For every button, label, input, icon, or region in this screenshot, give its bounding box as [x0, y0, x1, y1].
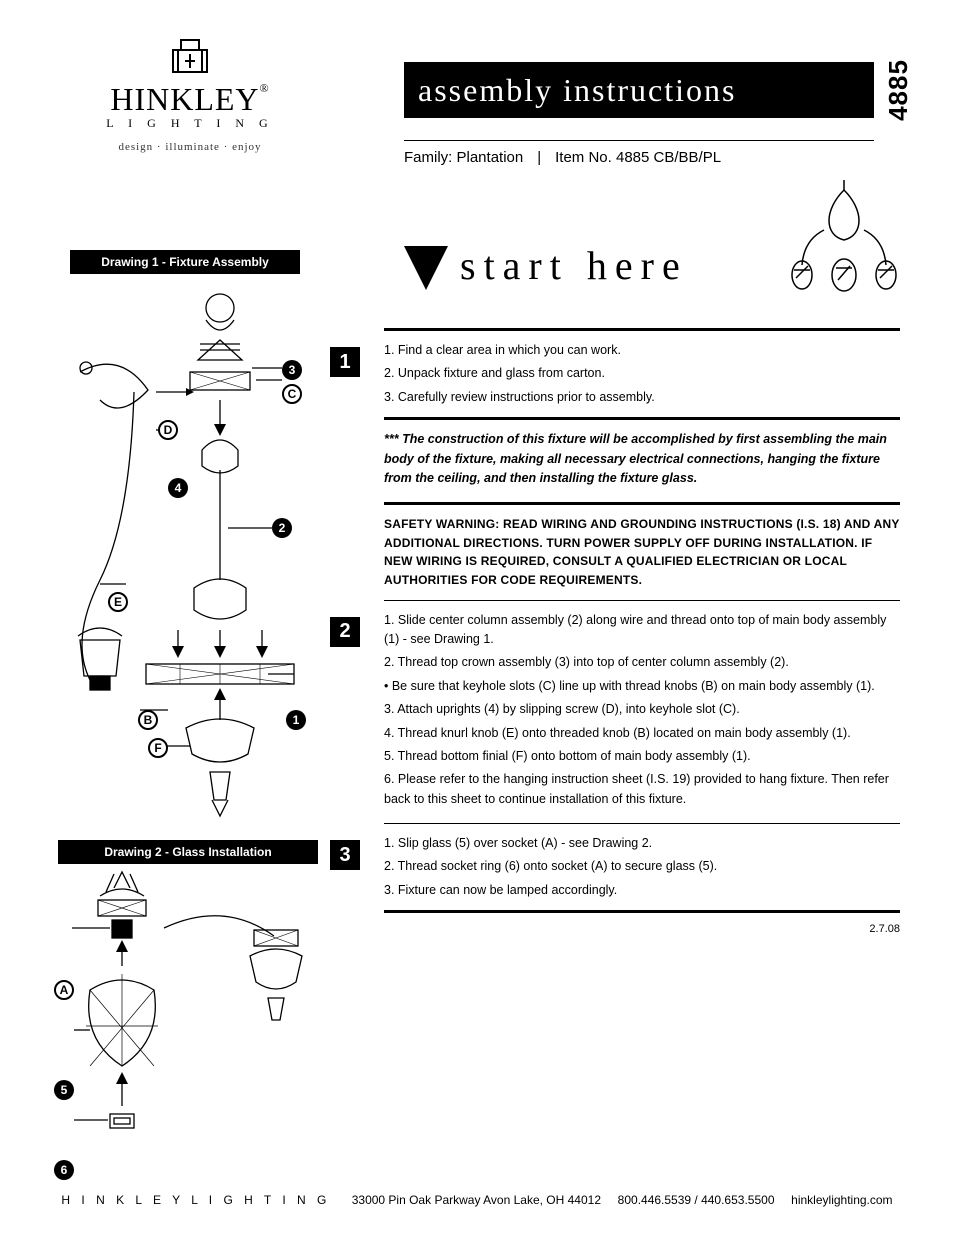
callout-2: 2	[272, 518, 292, 538]
step-3-line-1: 1. Slip glass (5) over socket (A) - see …	[384, 834, 900, 853]
construction-note: *** The construction of this fixture wil…	[384, 430, 900, 488]
footer-site: hinkleylighting.com	[791, 1193, 892, 1207]
product-illustration	[784, 180, 904, 300]
step-2: 2 1. Slide center column assembly (2) al…	[330, 611, 900, 813]
logo-name: HINKLEY®	[80, 81, 300, 118]
callout-5: 5	[54, 1080, 74, 1100]
step-1: 1 1. Find a clear area in which you can …	[330, 341, 900, 411]
callout-A: A	[54, 980, 74, 1000]
page-footer: H I N K L E Y L I G H T I N G 33000 Pin …	[0, 1193, 954, 1207]
drawing1-label: Drawing 1 - Fixture Assembly	[70, 250, 300, 274]
callout-D: D	[158, 420, 178, 440]
down-arrow-icon	[404, 246, 448, 290]
drawing2-figure: A 5 6	[54, 870, 314, 1170]
step-2-line-1: 1. Slide center column assembly (2) alon…	[384, 611, 900, 650]
model-code-vertical: 4885	[870, 70, 926, 110]
step-2-number: 2	[330, 617, 360, 647]
brand-logo: HINKLEY® L I G H T I N G design · illumi…	[80, 36, 300, 153]
logo-subtitle: L I G H T I N G	[80, 116, 300, 131]
step-1-number: 1	[330, 347, 360, 377]
callout-4: 4	[168, 478, 188, 498]
product-meta: Family: Plantation | Item No. 4885 CB/BB…	[404, 140, 874, 166]
start-here-text: start here	[460, 242, 688, 289]
steps-column: 1 1. Find a clear area in which you can …	[330, 322, 900, 935]
logo-tagline: design · illuminate · enjoy	[80, 141, 300, 153]
footer-phones: 800.446.5539 / 440.653.5500	[618, 1193, 775, 1207]
family-label: Family: Plantation	[404, 149, 523, 166]
step-2-line-2: 2. Thread top crown assembly (3) into to…	[384, 653, 900, 672]
meta-divider: |	[537, 149, 541, 166]
footer-address: 33000 Pin Oak Parkway Avon Lake, OH 4401…	[352, 1193, 601, 1207]
step-1-line-1: 1. Find a clear area in which you can wo…	[384, 341, 900, 360]
callout-6: 6	[54, 1160, 74, 1180]
logo-icon	[167, 36, 213, 76]
callout-C: C	[282, 384, 302, 404]
callout-3: 3	[282, 360, 302, 380]
step-2-line-3: • Be sure that keyhole slots (C) line up…	[384, 677, 900, 696]
step-2-line-5: 4. Thread knurl knob (E) onto threaded k…	[384, 724, 900, 743]
step-2-line-4: 3. Attach uprights (4) by slipping screw…	[384, 700, 900, 719]
footer-brand: H I N K L E Y L I G H T I N G	[61, 1193, 330, 1207]
step-3: 3 1. Slip glass (5) over socket (A) - se…	[330, 834, 900, 904]
item-label: Item No. 4885 CB/BB/PL	[555, 149, 721, 166]
callout-1: 1	[286, 710, 306, 730]
callout-F: F	[148, 738, 168, 758]
step-3-line-2: 2. Thread socket ring (6) onto socket (A…	[384, 857, 900, 876]
step-2-line-7: 6. Please refer to the hanging instructi…	[384, 770, 900, 809]
step-3-number: 3	[330, 840, 360, 870]
revision-date: 2.7.08	[330, 923, 900, 935]
drawing1-figure: 3 C D 4 2 E B 1 F	[60, 280, 320, 820]
step-1-line-2: 2. Unpack fixture and glass from carton.	[384, 364, 900, 383]
step-3-line-3: 3. Fixture can now be lamped accordingly…	[384, 881, 900, 900]
start-here: start here	[404, 240, 688, 290]
callout-B: B	[138, 710, 158, 730]
step-2-line-6: 5. Thread bottom finial (F) onto bottom …	[384, 747, 900, 766]
safety-warning: SAFETY WARNING: READ WIRING AND GROUNDIN…	[384, 515, 900, 589]
page-title: assembly instructions	[404, 62, 874, 118]
callout-E: E	[108, 592, 128, 612]
step-1-line-3: 3. Carefully review instructions prior t…	[384, 388, 900, 407]
drawing2-label: Drawing 2 - Glass Installation	[58, 840, 318, 864]
